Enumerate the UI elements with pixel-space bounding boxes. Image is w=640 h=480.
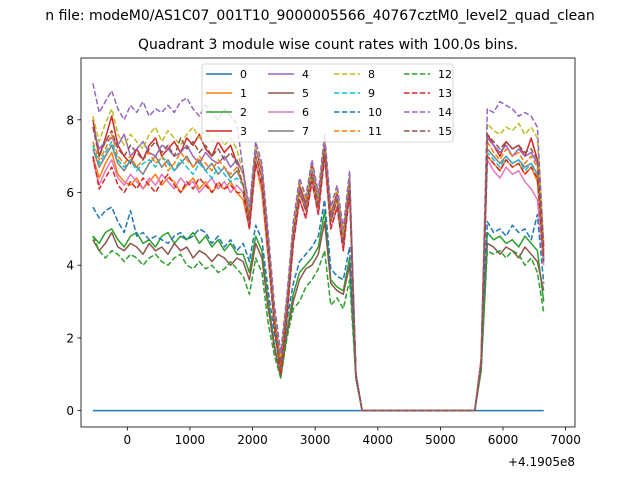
legend-label-7: 7 — [302, 125, 309, 138]
suptitle: n file: modeM0/AS1C07_001T10_9000005566_… — [45, 8, 594, 24]
legend-label-14: 14 — [438, 106, 452, 119]
y-axis: 0 2 4 6 8 — [66, 113, 81, 418]
legend-label-4: 4 — [302, 68, 309, 81]
plot-frame — [80, 57, 576, 428]
chart-title: Quadrant 3 module wise count rates with … — [138, 37, 518, 53]
y-tick-label: 0 — [66, 404, 74, 418]
legend-label-0: 0 — [240, 68, 247, 81]
legend-box — [201, 63, 454, 143]
legend-label-1: 1 — [240, 87, 247, 100]
x-tick-label: 7000 — [550, 433, 581, 447]
legend-label-10: 10 — [368, 106, 382, 119]
x-offset-label: +4.1905e8 — [508, 455, 575, 469]
x-tick-label: 1000 — [175, 433, 206, 447]
legend-label-11: 11 — [368, 125, 382, 138]
x-tick-label: 5000 — [425, 433, 456, 447]
legend-label-13: 13 — [438, 87, 452, 100]
legend-label-9: 9 — [368, 87, 375, 100]
x-tick-label: 2000 — [237, 433, 268, 447]
legend-label-6: 6 — [302, 106, 309, 119]
legend-label-12: 12 — [438, 68, 452, 81]
y-tick-label: 4 — [66, 259, 74, 273]
series-lines — [92, 83, 545, 412]
x-tick-label: 3000 — [300, 433, 331, 447]
legend-label-5: 5 — [302, 87, 309, 100]
x-tick-label: 4000 — [363, 433, 394, 447]
x-tick-label: 0 — [124, 433, 132, 447]
legend-label-15: 15 — [438, 125, 452, 138]
x-axis: 0 1000 2000 3000 4000 5000 6000 7000 — [124, 427, 581, 447]
legend-label-8: 8 — [368, 68, 375, 81]
x-tick-label: 6000 — [488, 433, 519, 447]
legend-label-2: 2 — [240, 106, 247, 119]
y-tick-label: 8 — [66, 113, 74, 127]
y-tick-label: 6 — [66, 186, 74, 200]
legend-label-3: 3 — [240, 125, 247, 138]
y-tick-label: 2 — [66, 331, 74, 345]
series-line-15 — [92, 126, 545, 412]
